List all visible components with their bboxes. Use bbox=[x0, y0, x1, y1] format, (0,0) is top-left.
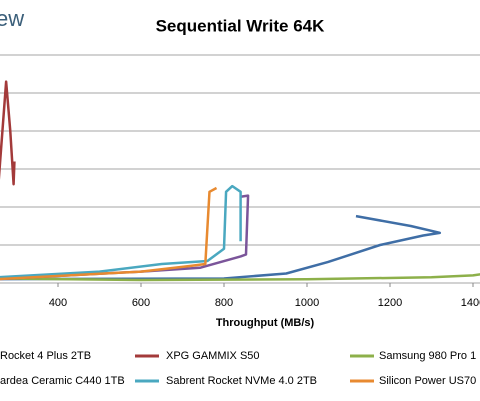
series-line bbox=[0, 184, 242, 279]
x-tick-label: 400 bbox=[49, 297, 67, 309]
x-tick-label: 800 bbox=[215, 297, 233, 309]
legend-label: Samsung 980 Pro 1 bbox=[379, 350, 476, 362]
legend-label: Sabrent Rocket NVMe 4.0 2TB bbox=[166, 375, 317, 387]
x-tick-label: 600 bbox=[132, 297, 150, 309]
x-tick-label: 1400 bbox=[461, 297, 480, 309]
x-tick-label: 1200 bbox=[378, 297, 402, 309]
x-tick-label: 1000 bbox=[295, 297, 319, 309]
series-line bbox=[0, 214, 442, 281]
legend-label: Silicon Power US70 bbox=[379, 375, 476, 387]
series-line bbox=[0, 194, 250, 281]
series-line bbox=[0, 273, 480, 282]
legend-label: XPG GAMMIX S50 bbox=[166, 350, 260, 362]
legend-label: ardea Ceramic C440 1TB bbox=[0, 375, 125, 387]
series-line bbox=[0, 186, 218, 281]
legend-label: Rocket 4 Plus 2TB bbox=[0, 350, 91, 362]
x-axis-label: Throughput (MB/s) bbox=[216, 317, 315, 329]
chart-title: Sequential Write 64K bbox=[156, 16, 326, 35]
series-line bbox=[0, 80, 16, 186]
watermark: ew bbox=[0, 6, 24, 31]
